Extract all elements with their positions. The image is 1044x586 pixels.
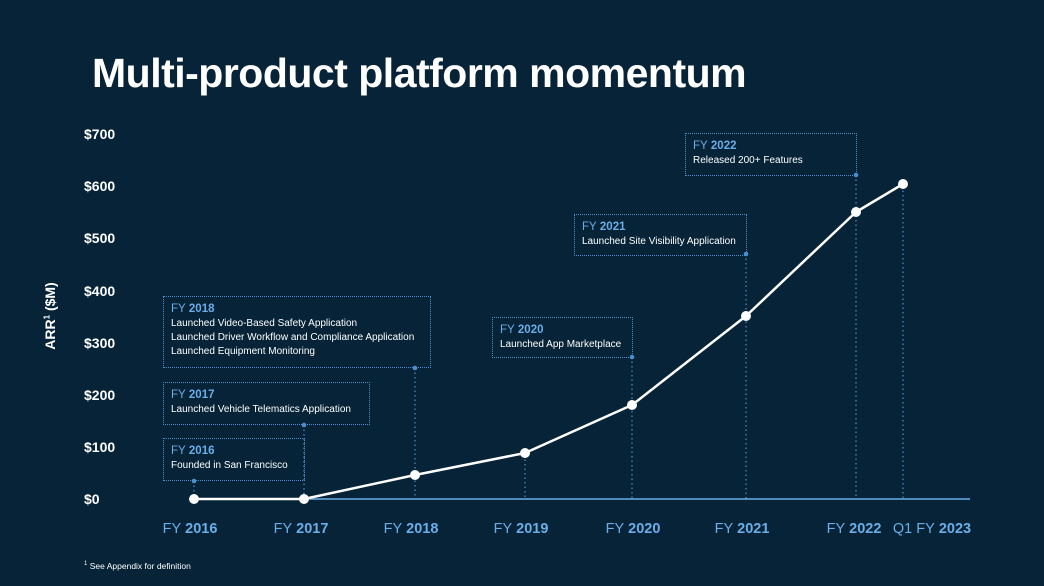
y-tick: $200 — [84, 387, 116, 403]
footnote: 1 See Appendix for definition — [84, 561, 191, 571]
arr-series-markers — [189, 179, 908, 504]
data-point — [627, 400, 637, 410]
annotation-year: FY 2018 — [171, 303, 215, 315]
annotation-text: Launched Vehicle Telematics Application — [171, 404, 351, 415]
y-tick: $400 — [84, 283, 116, 299]
y-tick: $100 — [84, 439, 116, 455]
annotation-text: Founded in San Francisco — [171, 460, 288, 471]
footnote-marker: 1 — [84, 561, 88, 568]
annotation-year: FY 2021 — [582, 221, 626, 233]
y-tick: $600 — [84, 178, 116, 194]
x-tick: FY 2019 — [493, 521, 549, 537]
data-point — [520, 448, 530, 458]
x-tick: Q1 FY 2023 — [892, 521, 972, 537]
slide-title: Multi-product platform momentum — [92, 50, 747, 96]
x-tick: FY 2022 — [826, 521, 882, 537]
annotation-text: Launched Equipment Monitoring — [171, 346, 315, 357]
y-tick: $300 — [84, 335, 116, 351]
annotation-fy2020: FY 2020 Launched App Marketplace — [492, 317, 633, 358]
annotation-year: FY 2017 — [171, 389, 215, 401]
annotation-text: Launched App Marketplace — [500, 339, 622, 350]
annotation-fy2021: FY 2021 Launched Site Visibility Applica… — [574, 214, 747, 256]
annotation-year: FY 2022 — [693, 140, 737, 152]
annotation-text: Released 200+ Features — [693, 155, 803, 166]
x-tick: FY 2020 — [605, 521, 661, 537]
y-tick: $700 — [84, 126, 116, 142]
annotation-year: FY 2020 — [500, 324, 544, 336]
annotation-year: FY 2016 — [171, 445, 215, 457]
x-tick: FY 2016 — [162, 521, 218, 537]
x-tick: FY 2018 — [383, 521, 439, 537]
annotation-text: Launched Video-Based Safety Application — [171, 318, 358, 329]
data-point — [851, 207, 861, 217]
arr-series-line — [194, 182, 904, 501]
data-point — [410, 470, 420, 480]
data-point — [299, 494, 309, 504]
annotation-fy2022: FY 2022 Released 200+ Features — [685, 133, 857, 176]
annotation-fy2018: FY 2018 Launched Video-Based Safety Appl… — [163, 296, 431, 368]
x-tick: FY 2017 — [273, 521, 329, 537]
annotation-text: Launched Site Visibility Application — [582, 236, 736, 247]
annotation-text: Launched Driver Workflow and Compliance … — [171, 332, 415, 343]
y-tick: $0 — [84, 491, 100, 507]
data-point — [741, 311, 751, 321]
annotation-fy2016: FY 2016 Founded in San Francisco — [163, 438, 305, 481]
footnote-text: See Appendix for definition — [89, 561, 191, 571]
data-point — [189, 494, 199, 504]
y-tick: $500 — [84, 230, 116, 246]
data-point — [898, 179, 908, 189]
x-tick: FY 2021 — [714, 521, 770, 537]
annotation-fy2017: FY 2017 Launched Vehicle Telematics Appl… — [163, 382, 370, 425]
